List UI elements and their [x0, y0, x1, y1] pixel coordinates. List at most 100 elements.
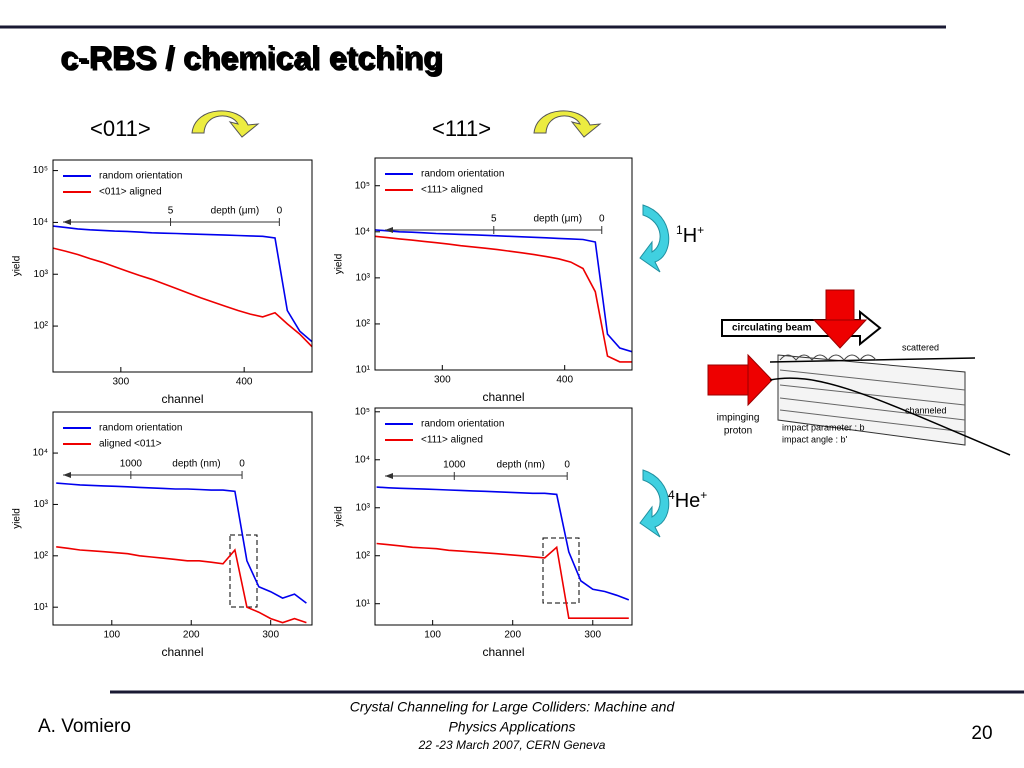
depth-label: depth (μm): [211, 206, 260, 217]
depth-tick-label: 0: [277, 206, 283, 217]
depth-tick-label: 1000: [443, 460, 466, 471]
x-axis-label: channel: [482, 645, 524, 659]
y-tick-label: 10³: [356, 502, 371, 513]
x-tick-label: 400: [556, 375, 573, 386]
legend-label: <111> aligned: [421, 435, 483, 446]
diagram-label: channeled: [905, 405, 947, 415]
depth-arrowhead: [385, 473, 393, 479]
x-axis-label: channel: [161, 645, 203, 659]
depth-tick-label: 5: [491, 214, 497, 225]
legend-label: <011> aligned: [99, 187, 162, 198]
legend-label: random orientation: [99, 423, 182, 434]
legend-label: random orientation: [421, 169, 504, 180]
diagram-label: proton: [724, 426, 752, 437]
y-tick-label: 10⁴: [355, 454, 370, 465]
y-axis-label: yield: [334, 254, 345, 275]
y-tick-label: 10⁴: [355, 226, 370, 237]
chart: 100 200 300 10¹ 10² 10³ 10⁴ 10⁵ channel yield rand…: [334, 406, 633, 659]
y-axis-label: yield: [334, 506, 345, 527]
x-tick-label: 300: [262, 630, 279, 641]
x-tick-label: 100: [424, 630, 441, 641]
chart: 300 400 10¹ 10² 10³ 10⁴ 10⁵ channel yield random …: [334, 157, 633, 404]
data-line: [53, 247, 312, 348]
y-tick-label: 10⁵: [355, 406, 370, 417]
y-tick-label: 10¹: [356, 365, 371, 376]
depth-arrowhead: [63, 472, 71, 478]
legend-label: aligned <011>: [99, 439, 162, 450]
diagram-label: circulating beam: [732, 323, 812, 334]
x-axis-label: channel: [161, 392, 203, 406]
depth-tick-label: 0: [564, 460, 570, 471]
channeling-diagram: circulating beam scattered channeled imp…: [707, 289, 1011, 456]
data-line: [376, 486, 630, 601]
y-tick-label: 10¹: [356, 598, 371, 609]
conference: Physics Applications: [448, 719, 575, 735]
conference: Crystal Channeling for Large Colliders: …: [350, 699, 676, 715]
depth-label: depth (nm): [172, 459, 220, 470]
chart: 300 400 10² 10³ 10⁴ 10⁵ channel yield random ori…: [12, 159, 313, 406]
data-line: [375, 235, 632, 363]
ion-arrow: [639, 204, 670, 538]
diagram-label: impact angle : b': [782, 434, 848, 444]
x-tick-label: 300: [584, 630, 601, 641]
legend-label: <111> aligned: [421, 185, 483, 196]
y-tick-label: 10²: [34, 321, 49, 332]
title-shadow: c-RBS / chemical etching: [62, 41, 444, 77]
data-line: [56, 482, 307, 604]
ion-label: 4He+: [668, 488, 707, 512]
depth-tick-label: 5: [168, 206, 174, 217]
ion-label: 1H+: [676, 223, 704, 247]
diagram-label: impact parameter : b: [782, 422, 865, 432]
y-tick-label: 10³: [356, 273, 371, 284]
plot-frame: [52, 411, 313, 626]
depth-arrowhead: [385, 227, 393, 233]
legend-label: random orientation: [99, 171, 182, 182]
data-line: [56, 546, 307, 624]
rotate-arrow: [191, 110, 602, 138]
diagram-label: impinging: [717, 413, 760, 424]
x-tick-label: 300: [112, 377, 129, 388]
y-tick-label: 10³: [34, 269, 49, 280]
y-tick-label: 10⁵: [33, 165, 48, 176]
y-tick-label: 10²: [356, 550, 371, 561]
plot-frame: [374, 407, 633, 626]
direction-label: <111>: [432, 116, 491, 141]
plot-frame: [374, 157, 633, 371]
highlight-box: [229, 534, 580, 608]
x-tick-label: 200: [183, 630, 200, 641]
x-tick-label: 200: [504, 630, 521, 641]
y-tick-label: 10⁴: [33, 217, 48, 228]
y-axis-label: yield: [12, 508, 23, 529]
x-tick-label: 300: [434, 375, 451, 386]
legend-label: random orientation: [421, 419, 504, 430]
x-tick-label: 400: [236, 377, 253, 388]
x-tick-label: 100: [103, 630, 120, 641]
depth-label: depth (μm): [533, 214, 582, 225]
y-axis-label: yield: [12, 256, 23, 277]
conference-date: 22 -23 March 2007, CERN Geneva: [418, 738, 606, 752]
depth-arrowhead: [63, 219, 71, 225]
y-tick-label: 10³: [34, 499, 49, 510]
data-line: [375, 229, 632, 353]
plot-frame: [52, 159, 313, 373]
diagram-label: scattered: [902, 342, 939, 352]
y-tick-label: 10²: [34, 550, 49, 561]
data-line: [376, 542, 629, 619]
chart: 100 200 300 10¹ 10² 10³ 10⁴ channel yield random …: [12, 411, 313, 659]
x-axis-label: channel: [482, 390, 524, 404]
title: c-RBS / chemical etching: [60, 39, 442, 75]
y-tick-label: 10⁵: [355, 180, 370, 191]
author: A. Vomiero: [38, 716, 131, 737]
y-tick-label: 10²: [356, 319, 371, 330]
depth-tick-label: 0: [599, 214, 605, 225]
depth-tick-label: 0: [239, 459, 245, 470]
direction-label: <011>: [90, 116, 151, 141]
y-tick-label: 10¹: [34, 602, 49, 613]
data-line: [53, 225, 312, 343]
y-tick-label: 10⁴: [33, 448, 48, 459]
charts: 300 400 10² 10³ 10⁴ 10⁵ channel yield random ori…: [12, 157, 633, 659]
depth-tick-label: 1000: [120, 459, 143, 470]
page-number: 20: [971, 723, 992, 744]
depth-label: depth (nm): [497, 460, 545, 471]
